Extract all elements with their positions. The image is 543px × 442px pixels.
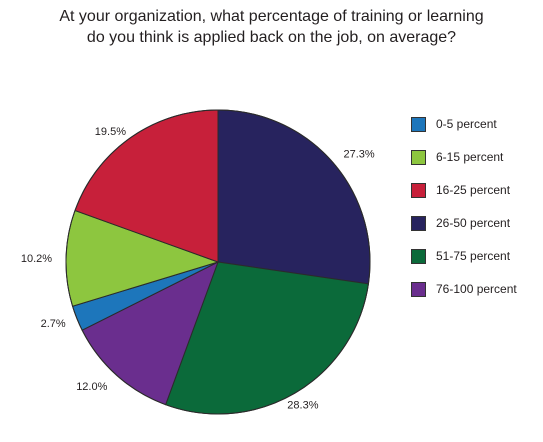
- legend-item: 26-50 percent: [411, 216, 541, 249]
- legend-item: 0-5 percent: [411, 117, 541, 150]
- pie-slice-label: 12.0%: [76, 381, 107, 393]
- chart-legend: 0-5 percent 6-15 percent 16-25 percent 26-5…: [411, 117, 541, 315]
- pie-slices: [65, 109, 371, 415]
- legend-label: 26-50 percent: [436, 216, 511, 230]
- pie-slice-26-50-percent: [217, 109, 371, 285]
- legend-swatch: [411, 183, 426, 198]
- legend-label: 0-5 percent: [436, 117, 497, 131]
- legend-swatch: [411, 117, 426, 132]
- legend-label: 51-75 percent: [436, 249, 511, 263]
- chart-title: At your organization, what percentage of…: [0, 6, 543, 48]
- legend-label: 6-15 percent: [436, 150, 504, 164]
- pie-slice-label: 10.2%: [21, 253, 52, 265]
- legend-swatch: [411, 249, 426, 264]
- legend-item: 16-25 percent: [411, 183, 541, 216]
- pie-slice-label: 2.7%: [41, 318, 66, 330]
- pie-slice-label: 19.5%: [95, 126, 126, 138]
- pie-outline: [65, 109, 371, 415]
- pie-slice-label: 27.3%: [344, 148, 375, 160]
- legend-label: 16-25 percent: [436, 183, 511, 197]
- legend-label: 76-100 percent: [436, 282, 517, 296]
- pie-slice-labels: 27.3% 28.3% 12.0% 2.7% 10.2% 19.5%: [21, 126, 375, 412]
- chart-title-line-2: do you think is applied back on the job,…: [86, 29, 457, 46]
- legend-item: 51-75 percent: [411, 249, 541, 282]
- legend-item: 6-15 percent: [411, 150, 541, 183]
- legend-swatch: [411, 150, 426, 165]
- legend-item: 76-100 percent: [411, 282, 541, 315]
- chart-title-line-1: At your organization, what percentage of…: [59, 8, 484, 25]
- legend-swatch: [411, 282, 426, 297]
- legend-swatch: [411, 216, 426, 231]
- pie-slice-label: 28.3%: [287, 400, 318, 412]
